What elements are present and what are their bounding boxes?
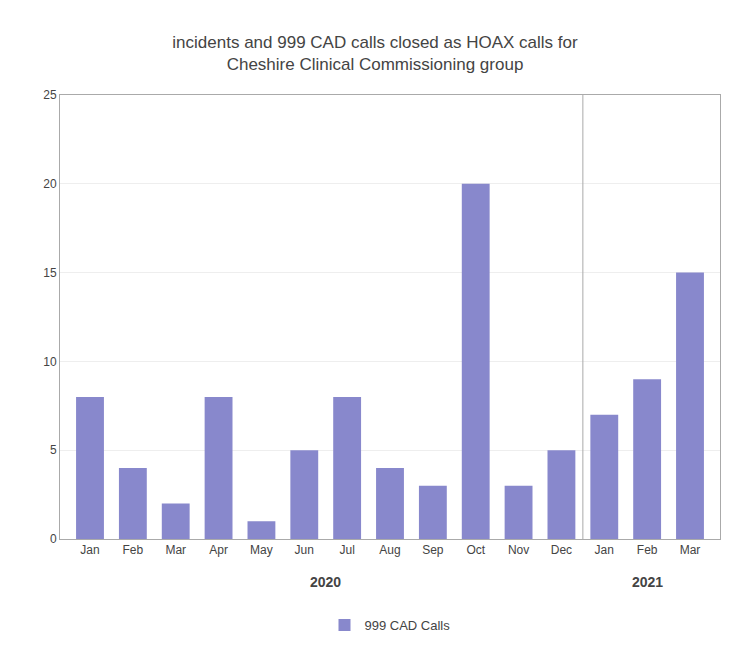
svg-text:10: 10	[43, 355, 57, 369]
svg-text:Sep: Sep	[422, 543, 444, 557]
svg-text:0: 0	[50, 532, 57, 546]
svg-text:20: 20	[43, 177, 57, 191]
svg-text:999 CAD Calls: 999 CAD Calls	[365, 618, 451, 633]
svg-text:Mar: Mar	[680, 543, 701, 557]
svg-text:Jul: Jul	[339, 543, 354, 557]
svg-text:Dec: Dec	[551, 543, 572, 557]
svg-text:Aug: Aug	[379, 543, 400, 557]
svg-text:25: 25	[43, 88, 57, 102]
svg-text:Feb: Feb	[123, 543, 144, 557]
svg-text:Nov: Nov	[508, 543, 529, 557]
svg-text:2020: 2020	[310, 574, 341, 590]
svg-text:May: May	[250, 543, 273, 557]
svg-text:Feb: Feb	[637, 543, 658, 557]
svg-text:5: 5	[50, 443, 57, 457]
svg-text:2021: 2021	[632, 574, 663, 590]
svg-text:Jan: Jan	[80, 543, 99, 557]
svg-text:Mar: Mar	[165, 543, 186, 557]
svg-text:incidents and 999 CAD calls cl: incidents and 999 CAD calls closed as HO…	[172, 33, 578, 74]
svg-text:Apr: Apr	[209, 543, 228, 557]
svg-text:Jan: Jan	[595, 543, 614, 557]
svg-text:Oct: Oct	[466, 543, 485, 557]
svg-text:Jun: Jun	[295, 543, 314, 557]
svg-text:15: 15	[43, 266, 57, 280]
